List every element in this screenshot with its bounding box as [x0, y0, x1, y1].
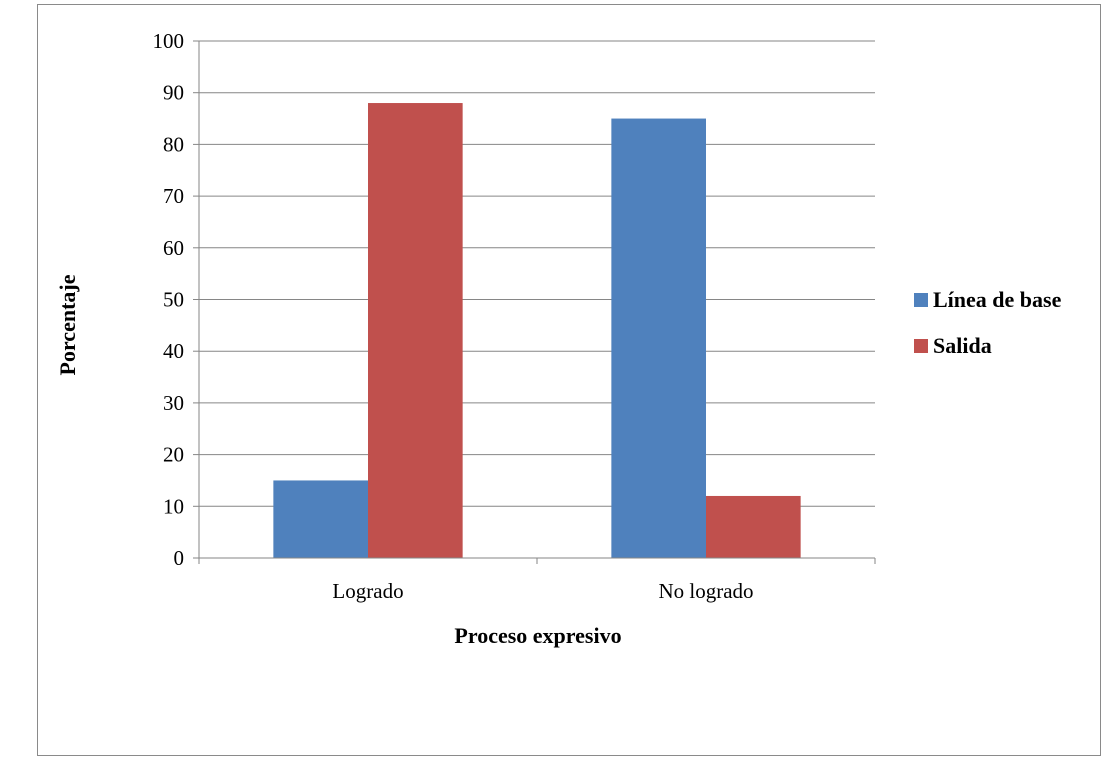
- legend-label-salida: Salida: [933, 333, 992, 358]
- y-tick-label: 80: [163, 132, 184, 156]
- bar-linea-de-base-logrado: [273, 480, 368, 558]
- x-axis-title: Proceso expresivo: [454, 623, 621, 648]
- y-tick-label: 70: [163, 184, 184, 208]
- y-tick-label: 60: [163, 236, 184, 260]
- y-tick-label: 40: [163, 339, 184, 363]
- legend: Línea de base Salida: [914, 287, 1062, 358]
- y-tick-label: 30: [163, 391, 184, 415]
- legend-swatch-linea-de-base: [914, 293, 928, 307]
- y-tick-label: 0: [174, 546, 185, 570]
- legend-label-linea-de-base: Línea de base: [933, 287, 1062, 312]
- y-tick-label: 20: [163, 443, 184, 467]
- chart-frame: [37, 4, 1101, 756]
- y-tick-labels: 0 10 20 30 40 50 60 70 80 90 100: [153, 29, 185, 570]
- y-tick-label: 50: [163, 288, 184, 312]
- y-tick-label: 10: [163, 494, 184, 518]
- x-tick-label-logrado: Logrado: [332, 579, 403, 603]
- bar-salida-logrado: [368, 103, 463, 558]
- y-axis-title: Porcentaje: [55, 274, 80, 375]
- x-tick-labels: Logrado No logrado: [332, 579, 753, 603]
- bars: [273, 103, 801, 559]
- y-tick-label: 90: [163, 81, 184, 105]
- bar-salida-no-logrado: [706, 495, 801, 558]
- bar-linea-de-base-no-logrado: [611, 118, 706, 559]
- legend-swatch-salida: [914, 339, 928, 353]
- y-tick-label: 100: [153, 29, 185, 53]
- x-tick-label-no-logrado: No logrado: [658, 579, 753, 603]
